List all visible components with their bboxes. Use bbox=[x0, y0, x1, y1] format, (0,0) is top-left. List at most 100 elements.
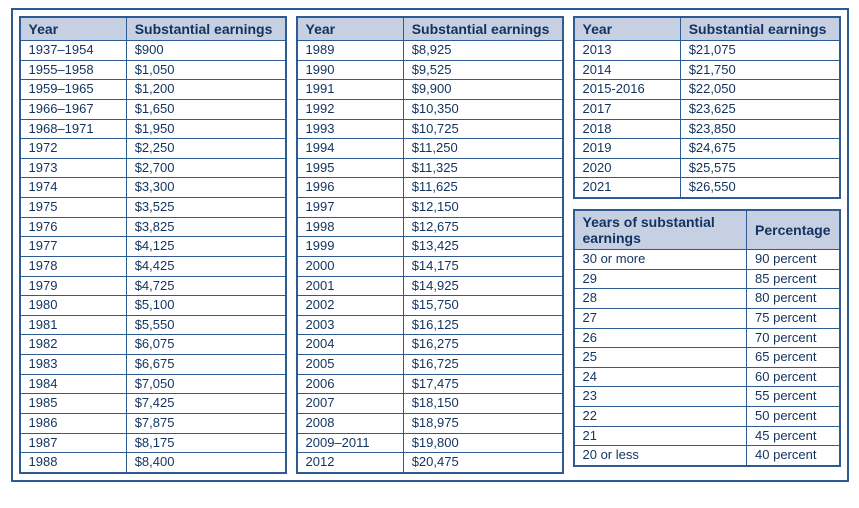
table-cell: $14,925 bbox=[404, 277, 562, 296]
table-cell: 90 percent bbox=[747, 250, 838, 269]
table-cell: $17,475 bbox=[404, 375, 562, 394]
table-row: 2000$14,175 bbox=[298, 257, 562, 276]
table-cell: $24,675 bbox=[681, 139, 839, 158]
table-cell: $11,325 bbox=[404, 159, 562, 178]
table-cell: $13,425 bbox=[404, 237, 562, 256]
table-cell: 1972 bbox=[21, 139, 126, 158]
table-row: 2019$24,675 bbox=[575, 139, 839, 158]
table-row: 1996$11,625 bbox=[298, 178, 562, 197]
table-cell: $23,625 bbox=[681, 100, 839, 119]
table-row: 2006$17,475 bbox=[298, 375, 562, 394]
table-cell: 2013 bbox=[575, 41, 680, 60]
table-cell: 26 bbox=[575, 329, 747, 348]
table-cell: 22 bbox=[575, 407, 747, 426]
table-cell: 1966–1967 bbox=[21, 100, 126, 119]
table-cell: $8,400 bbox=[127, 453, 285, 472]
table-body: 30 or more90 percent2985 percent2880 per… bbox=[575, 250, 839, 465]
table-cell: 70 percent bbox=[747, 329, 838, 348]
table-cell: 50 percent bbox=[747, 407, 838, 426]
table-cell: $4,725 bbox=[127, 277, 285, 296]
table-cell: 1977 bbox=[21, 237, 126, 256]
table-cell: $7,050 bbox=[127, 375, 285, 394]
table-cell: 1987 bbox=[21, 434, 126, 453]
table-cell: 2004 bbox=[298, 335, 403, 354]
table-cell: 2005 bbox=[298, 355, 403, 374]
table-row: 1955–1958$1,050 bbox=[21, 61, 285, 80]
table-row: 1990$9,525 bbox=[298, 61, 562, 80]
table-cell: 2012 bbox=[298, 453, 403, 472]
table-cell: $1,650 bbox=[127, 100, 285, 119]
table-cell: 2021 bbox=[575, 178, 680, 197]
table-cell: $11,250 bbox=[404, 139, 562, 158]
table-cell: 1986 bbox=[21, 414, 126, 433]
table-cell: 1976 bbox=[21, 218, 126, 237]
table-row: 2007$18,150 bbox=[298, 394, 562, 413]
table-cell: 24 bbox=[575, 368, 747, 387]
table-cell: 1975 bbox=[21, 198, 126, 217]
table-cell: 1996 bbox=[298, 178, 403, 197]
table-row: 1988$8,400 bbox=[21, 453, 285, 472]
table-row: 1985$7,425 bbox=[21, 394, 285, 413]
table-cell: 1955–1958 bbox=[21, 61, 126, 80]
table-cell: 2018 bbox=[575, 120, 680, 139]
header-percentage: Percentage bbox=[747, 211, 838, 249]
table-cell: 1988 bbox=[21, 453, 126, 472]
table-cell: $4,125 bbox=[127, 237, 285, 256]
table-cell: 75 percent bbox=[747, 309, 838, 328]
table-row: 1991$9,900 bbox=[298, 80, 562, 99]
table-cell: 23 bbox=[575, 387, 747, 406]
table-cell: 2003 bbox=[298, 316, 403, 335]
table-cell: 29 bbox=[575, 270, 747, 289]
table-cell: 1994 bbox=[298, 139, 403, 158]
table-row: 1977$4,125 bbox=[21, 237, 285, 256]
table-cell: 30 or more bbox=[575, 250, 747, 269]
table-cell: 2017 bbox=[575, 100, 680, 119]
table-cell: $3,525 bbox=[127, 198, 285, 217]
table-cell: 1997 bbox=[298, 198, 403, 217]
table-cell: 55 percent bbox=[747, 387, 838, 406]
header-earnings: Substantial earnings bbox=[127, 18, 285, 40]
table-row: 2670 percent bbox=[575, 329, 839, 348]
table-cell: $14,175 bbox=[404, 257, 562, 276]
table-row: 2355 percent bbox=[575, 387, 839, 406]
table-cell: 1983 bbox=[21, 355, 126, 374]
table-row: 2880 percent bbox=[575, 289, 839, 308]
table-cell: $3,825 bbox=[127, 218, 285, 237]
header-years-substantial: Years of substantial earnings bbox=[575, 211, 747, 249]
table-cell: $23,850 bbox=[681, 120, 839, 139]
table-cell: $15,750 bbox=[404, 296, 562, 315]
table-cell: $3,300 bbox=[127, 178, 285, 197]
table-cell: 85 percent bbox=[747, 270, 838, 289]
table-cell: 1980 bbox=[21, 296, 126, 315]
table-cell: 1989 bbox=[298, 41, 403, 60]
table-row: 1984$7,050 bbox=[21, 375, 285, 394]
table-body: 1937–1954$9001955–1958$1,0501959–1965$1,… bbox=[21, 41, 285, 472]
table-cell: 1991 bbox=[298, 80, 403, 99]
table-cell: 65 percent bbox=[747, 348, 838, 367]
table-cell: $2,700 bbox=[127, 159, 285, 178]
table-row: 1999$13,425 bbox=[298, 237, 562, 256]
table-row: 1972$2,250 bbox=[21, 139, 285, 158]
table-cell: $18,975 bbox=[404, 414, 562, 433]
table-cell: 25 bbox=[575, 348, 747, 367]
table-cell: $9,525 bbox=[404, 61, 562, 80]
table-row: 2775 percent bbox=[575, 309, 839, 328]
table-cell: $12,150 bbox=[404, 198, 562, 217]
table-cell: 2014 bbox=[575, 61, 680, 80]
table-row: 2565 percent bbox=[575, 348, 839, 367]
table-body: 2013$21,0752014$21,7502015-2016$22,05020… bbox=[575, 41, 839, 197]
table-row: 1975$3,525 bbox=[21, 198, 285, 217]
table-cell: $18,150 bbox=[404, 394, 562, 413]
table-row: 2012$20,475 bbox=[298, 453, 562, 472]
table-cell: $10,725 bbox=[404, 120, 562, 139]
table-body: 1989$8,9251990$9,5251991$9,9001992$10,35… bbox=[298, 41, 562, 472]
percentage-table: Years of substantial earnings Percentage… bbox=[573, 209, 841, 467]
table-row: 1978$4,425 bbox=[21, 257, 285, 276]
table-cell: $9,900 bbox=[404, 80, 562, 99]
table-cell: $21,075 bbox=[681, 41, 839, 60]
table-cell: 1979 bbox=[21, 277, 126, 296]
table-cell: 80 percent bbox=[747, 289, 838, 308]
table-cell: 1985 bbox=[21, 394, 126, 413]
earnings-table-1: Year Substantial earnings 1937–1954$9001… bbox=[19, 16, 287, 474]
table-cell: 28 bbox=[575, 289, 747, 308]
